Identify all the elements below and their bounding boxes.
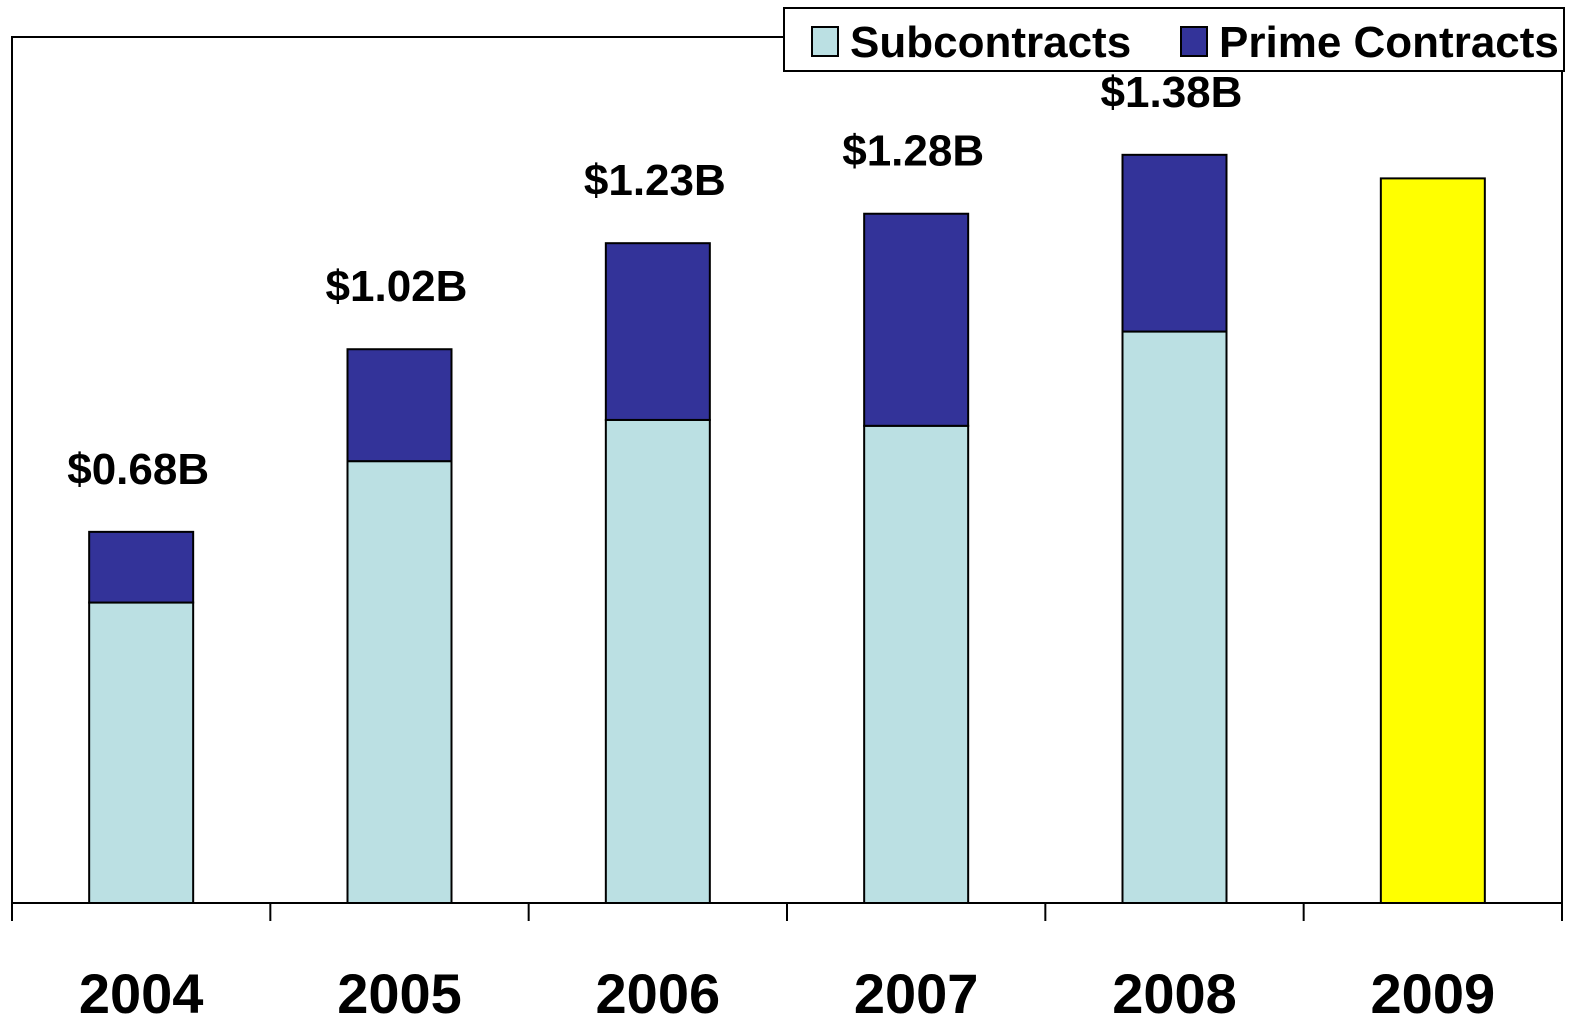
data-label-2005: $1.02B [326,262,468,311]
x-tick-label-2006: 2006 [596,962,721,1025]
legend-label-subcontracts: Subcontracts [850,18,1131,67]
legend-swatch-subcontracts [811,26,839,57]
x-axis: 2004 2005 2006 2007 2008 2009 [11,902,1563,1025]
data-label-2007: $1.28B [842,127,984,176]
bar-prime-contracts-2005 [346,348,453,463]
x-tick-label-2007: 2007 [854,962,979,1025]
bar-subcontracts-2004 [88,601,195,904]
bar-2009 [1379,177,1486,904]
legend-label-prime-contracts: Prime Contracts [1219,18,1559,67]
x-tick-label-2004: 2004 [79,962,204,1025]
x-tick-label-2005: 2005 [337,962,462,1025]
bar-prime-contracts-2008 [1121,153,1228,333]
data-label-2008: $1.38B [1101,68,1243,117]
bar-subcontracts-2005 [346,460,453,904]
x-tick-label-2009: 2009 [1371,962,1496,1025]
x-tick-label-2008: 2008 [1112,962,1237,1025]
data-label-2006: $1.23B [584,156,726,205]
bar-subcontracts-2007 [863,424,970,904]
legend-swatch-prime-contracts [1180,26,1208,57]
legend: Subcontracts Prime Contracts [783,7,1565,72]
bars-group [88,153,1486,905]
legend-box [783,7,1565,72]
bar-prime-contracts-2004 [88,530,195,604]
bar-prime-contracts-2006 [604,242,711,421]
bar-prime-contracts-2007 [863,212,970,427]
bar-subcontracts-2006 [604,418,711,904]
data-labels-group: $0.68B $1.02B $1.23B $1.28B $1.38B [67,68,1242,494]
data-label-2004: $0.68B [67,445,209,494]
bar-subcontracts-2008 [1121,330,1228,905]
plot-area [11,36,1563,904]
